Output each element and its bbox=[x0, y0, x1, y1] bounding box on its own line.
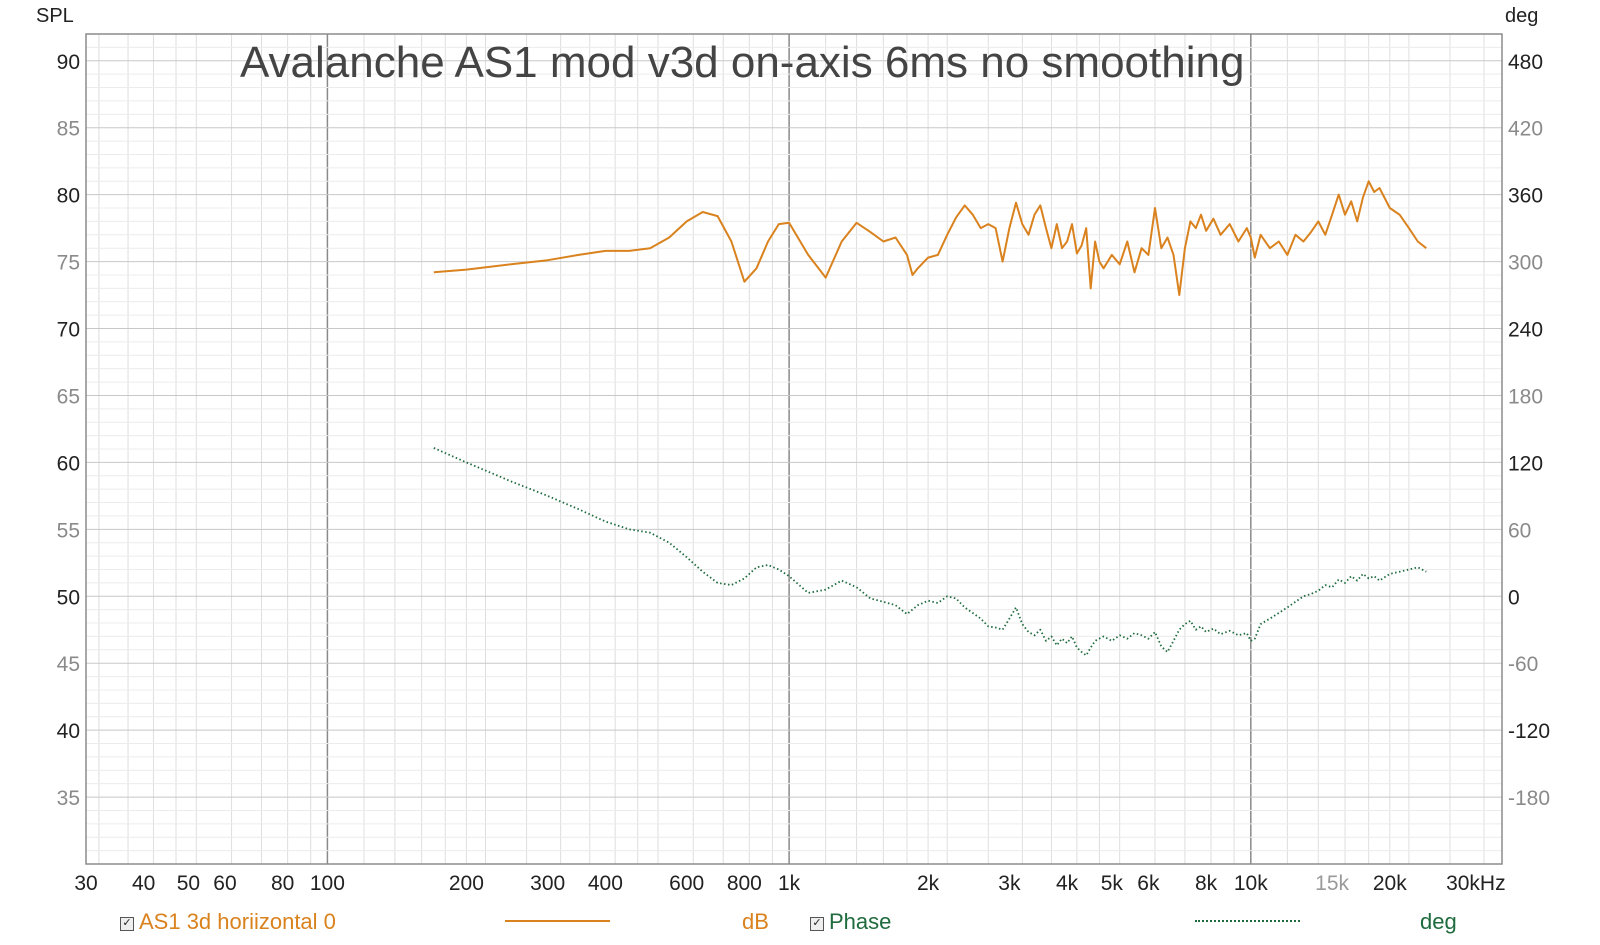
phase-series-line bbox=[433, 447, 1427, 657]
legend-spl-unit: dB bbox=[742, 909, 769, 934]
y-tick-label-right: 240 bbox=[1508, 319, 1543, 342]
x-tick-label: 30kHz bbox=[1446, 872, 1506, 895]
legend-phase-name: Phase bbox=[829, 909, 892, 934]
y-tick-label-right: 0 bbox=[1508, 586, 1520, 609]
legend-spl-name: AS1 3d horiizontal 0 bbox=[139, 909, 336, 934]
y-axis-ticks-left: 90 85 80 75 70 65 60 55 50 45 40 35 bbox=[57, 51, 80, 810]
y-tick-label-left: 55 bbox=[57, 519, 80, 542]
x-tick-label: 400 bbox=[588, 872, 623, 895]
legend-phase-unit: deg bbox=[1420, 909, 1457, 934]
x-axis-ticks: 30 40 50 60 80 100 200 300 400 600 800 1k 2k 3k 4k 5k 6k… bbox=[74, 872, 1505, 895]
y-axis-label-left: SPL bbox=[36, 5, 74, 27]
y-tick-label-right: 300 bbox=[1508, 252, 1543, 275]
x-tick-label: 100 bbox=[310, 872, 345, 895]
x-tick-label: 10k bbox=[1234, 872, 1268, 895]
y-tick-label-right: 420 bbox=[1508, 118, 1543, 141]
legend-phase-entry[interactable]: ✓ Phase bbox=[810, 908, 891, 936]
chart-grid bbox=[86, 33, 1502, 865]
y-tick-label-left: 45 bbox=[57, 653, 80, 676]
y-tick-label-right: 480 bbox=[1508, 51, 1543, 74]
y-tick-label-left: 90 bbox=[57, 51, 80, 74]
y-tick-label-right: -60 bbox=[1508, 653, 1538, 676]
x-tick-label: 6k bbox=[1137, 872, 1160, 895]
y-tick-label-right: 120 bbox=[1508, 452, 1543, 475]
phase-checkbox[interactable]: ✓ bbox=[810, 917, 824, 931]
chart-title: Avalanche AS1 mod v3d on-axis 6ms no smo… bbox=[240, 38, 1244, 87]
legend-spl-swatch bbox=[505, 920, 610, 922]
y-tick-label-right: 360 bbox=[1508, 185, 1543, 208]
x-tick-label: 8k bbox=[1195, 872, 1218, 895]
x-tick-label: 50 bbox=[177, 872, 200, 895]
y-tick-label-right: 180 bbox=[1508, 385, 1543, 408]
y-tick-label-right: -180 bbox=[1508, 787, 1550, 810]
legend-phase-swatch bbox=[1195, 920, 1300, 922]
x-tick-label: 20k bbox=[1373, 872, 1407, 895]
x-tick-label: 2k bbox=[917, 872, 940, 895]
x-tick-label: 800 bbox=[727, 872, 762, 895]
y-tick-label-left: 40 bbox=[57, 720, 80, 743]
series-layer bbox=[433, 180, 1427, 657]
y-tick-label-right: -120 bbox=[1508, 720, 1550, 743]
y-tick-label-left: 65 bbox=[57, 385, 80, 408]
x-tick-label: 15k bbox=[1315, 872, 1349, 895]
legend-spl-entry[interactable]: ✓ AS1 3d horiizontal 0 bbox=[120, 908, 336, 936]
x-tick-label: 40 bbox=[132, 872, 155, 895]
y-tick-label-left: 75 bbox=[57, 252, 80, 275]
x-tick-label: 80 bbox=[271, 872, 294, 895]
x-tick-label: 1k bbox=[778, 872, 801, 895]
spl-checkbox[interactable]: ✓ bbox=[120, 917, 134, 931]
y-axis-label-right: deg bbox=[1505, 5, 1538, 27]
x-tick-label: 4k bbox=[1056, 872, 1079, 895]
y-tick-label-left: 80 bbox=[57, 185, 80, 208]
y-tick-label-left: 60 bbox=[57, 452, 80, 475]
x-tick-label: 3k bbox=[998, 872, 1021, 895]
y-tick-label-right: 60 bbox=[1508, 519, 1531, 542]
x-tick-label: 30 bbox=[74, 872, 97, 895]
y-tick-label-left: 70 bbox=[57, 319, 80, 342]
x-tick-label: 200 bbox=[449, 872, 484, 895]
plot-frame bbox=[85, 33, 1503, 865]
spl-series-line bbox=[433, 180, 1427, 296]
x-tick-label: 300 bbox=[530, 872, 565, 895]
y-tick-label-left: 35 bbox=[57, 787, 80, 810]
x-tick-label: 5k bbox=[1101, 872, 1124, 895]
x-tick-label: 600 bbox=[669, 872, 704, 895]
y-axis-ticks-right: 480 420 360 300 240 180 120 60 0 -60 -120 -180 bbox=[1508, 51, 1550, 810]
y-tick-label-left: 50 bbox=[57, 586, 80, 609]
y-tick-label-left: 85 bbox=[57, 118, 80, 141]
x-tick-label: 60 bbox=[213, 872, 236, 895]
